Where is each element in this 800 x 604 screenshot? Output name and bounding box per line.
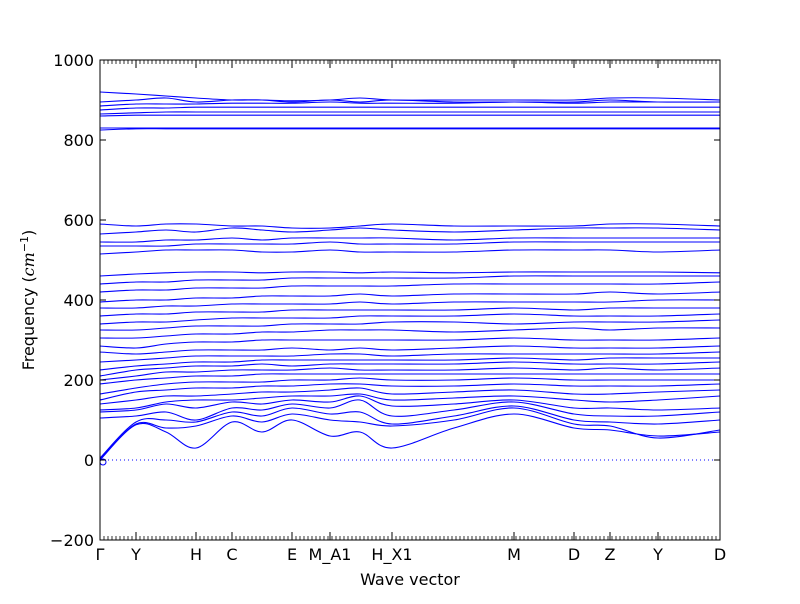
band-line-36 (100, 101, 720, 107)
band-line-24 (100, 275, 720, 285)
y-tick-label: 800 (63, 131, 94, 150)
y-axis-label-unit: cm (19, 252, 38, 276)
band-line-33 (100, 114, 720, 117)
series-layer (100, 91, 720, 466)
band-line-28 (100, 237, 720, 243)
x-tick-label: Z (605, 545, 616, 564)
y-tick-label: 400 (63, 291, 94, 310)
band-line-7 (100, 387, 720, 405)
band-line-29 (100, 227, 720, 235)
band-line-17 (100, 327, 720, 339)
band-line-30 (100, 223, 720, 229)
band-line-6 (100, 393, 720, 411)
y-tick-label: −200 (50, 531, 94, 550)
band-line-1 (100, 413, 720, 461)
y-axis: −200 0 200 400 600 800 1000 (50, 51, 720, 550)
band-line-14 (100, 351, 720, 363)
band-line-10 (100, 373, 720, 385)
x-tick-label: E (287, 545, 297, 564)
band-line-26 (100, 249, 720, 255)
band-line-38 (100, 91, 720, 103)
band-line-19 (100, 313, 720, 325)
x-tick-label: D (714, 545, 726, 564)
band-line-21 (100, 299, 720, 309)
x-tick-label: D (568, 545, 580, 564)
band-line-27 (100, 241, 720, 247)
band-line-22 (100, 291, 720, 303)
svg-text:Frequency (cm−1): Frequency (cm−1) (18, 230, 39, 371)
y-tick-label: 0 (84, 451, 94, 470)
band-line-2 (100, 407, 720, 460)
x-tick-label: H (190, 545, 202, 564)
band-line-15 (100, 345, 720, 355)
y-axis-label-text: Frequency ( (19, 276, 38, 370)
band-line-3 (100, 405, 720, 459)
x-tick-label: M (507, 545, 521, 564)
x-tick-label: Y (130, 545, 141, 564)
y-tick-label: 600 (63, 211, 94, 230)
band-line-4 (100, 399, 720, 421)
y-tick-label: 200 (63, 371, 94, 390)
band-line-8 (100, 383, 720, 401)
band-line-35 (100, 106, 720, 111)
x-tick-label: M_A1 (309, 545, 352, 565)
band-line-5 (100, 395, 720, 413)
band-line-18 (100, 319, 720, 331)
gamma-point-marker (100, 458, 107, 466)
band-line-34 (100, 111, 720, 115)
y-axis-label-close: ) (19, 230, 38, 236)
band-line-11 (100, 367, 720, 381)
x-axis: Γ Y H C E M_A1 H_X1 M D Z Y D (96, 60, 726, 565)
band-line-31 (100, 128, 720, 131)
x-tick-label: C (226, 545, 237, 564)
x-axis-label: Wave vector (360, 570, 460, 589)
band-line-25 (100, 271, 720, 277)
x-tick-label: H_X1 (371, 545, 412, 565)
band-line-20 (100, 307, 720, 317)
band-line-13 (100, 357, 720, 371)
y-tick-label: 1000 (53, 51, 94, 70)
y-axis-label-exponent: −1 (18, 236, 31, 252)
x-tick-label: Y (652, 545, 663, 564)
band-line-16 (100, 337, 720, 349)
y-axis-label: Frequency (cm−1) (18, 230, 39, 371)
band-line-37 (100, 97, 720, 103)
band-line-9 (100, 377, 720, 395)
band-line-23 (100, 281, 720, 293)
x-tick-label: Γ (96, 545, 105, 564)
band-line-12 (100, 361, 720, 377)
